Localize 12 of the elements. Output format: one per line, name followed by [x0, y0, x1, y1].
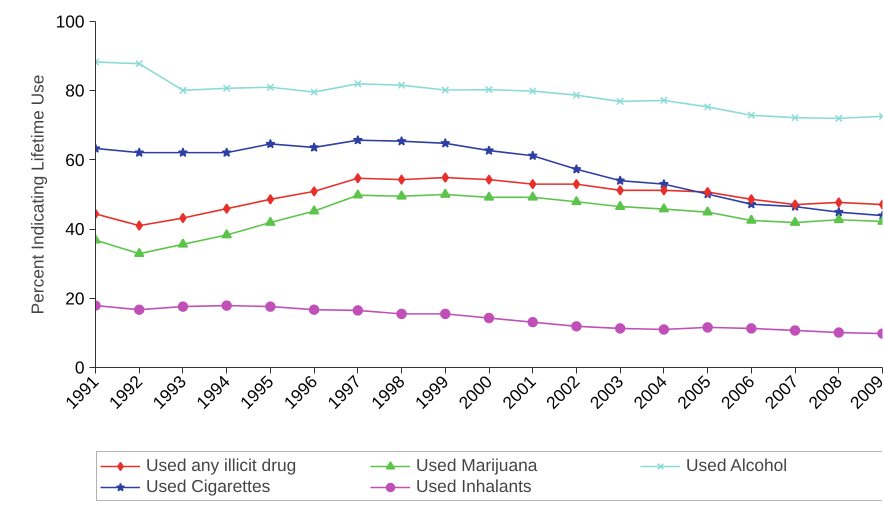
- y-tick-label: 80: [65, 80, 85, 101]
- y-tick-label: 20: [65, 288, 85, 308]
- y-tick-label: 100: [56, 12, 85, 32]
- legend-label: Used Marijuana: [416, 455, 538, 476]
- y-tick-label: 40: [65, 219, 85, 240]
- legend-label: Used Cigarettes: [146, 476, 272, 497]
- y-axis-title: Percent Indicating Lifetime Use: [28, 74, 48, 314]
- y-tick-label: 60: [65, 150, 85, 170]
- legend-label: Used Inhalants: [416, 476, 533, 497]
- legend-label: Used any illicit drug: [146, 455, 298, 476]
- legend-label: Used Alcohol: [686, 455, 788, 476]
- y-tick-label: 0: [74, 358, 85, 378]
